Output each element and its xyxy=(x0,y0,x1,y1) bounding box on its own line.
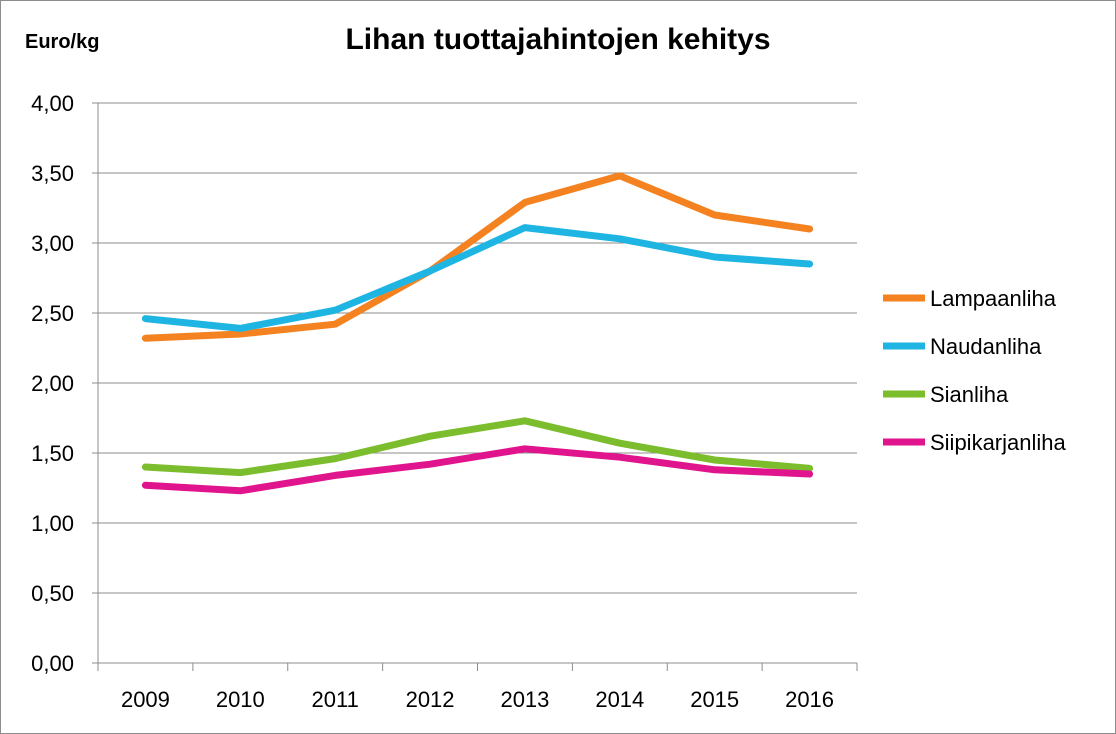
legend-label: Sianliha xyxy=(930,382,1009,407)
x-tick-label: 2011 xyxy=(312,687,359,712)
y-tick-label: 0,50 xyxy=(31,581,74,606)
chart-title: Lihan tuottajahintojen kehitys xyxy=(1,23,1115,57)
x-tick-label: 2013 xyxy=(500,687,549,712)
legend-label: Naudanliha xyxy=(930,334,1042,359)
x-tick-label: 2015 xyxy=(690,687,739,712)
y-tick-label: 2,50 xyxy=(31,301,74,326)
series-line xyxy=(141,417,814,477)
y-tick-label: 2,00 xyxy=(31,371,74,396)
x-tick-label: 2016 xyxy=(785,687,834,712)
x-tick-label: 2012 xyxy=(406,687,455,712)
y-tick-label: 0,00 xyxy=(31,651,74,676)
legend-label: Lampaanliha xyxy=(930,286,1057,311)
y-tick-label: 3,00 xyxy=(31,231,74,256)
y-tick-label: 1,00 xyxy=(31,511,74,536)
legend-label: Siipikarjanliha xyxy=(930,430,1067,455)
y-tick-label: 1,50 xyxy=(31,441,74,466)
x-tick-label: 2009 xyxy=(121,687,170,712)
series-line xyxy=(141,445,814,495)
y-tick-label: 3,50 xyxy=(31,161,74,186)
chart-title-text: Lihan tuottajahintojen kehitys xyxy=(345,23,771,56)
y-tick-label: 4,00 xyxy=(31,91,74,116)
x-tick-label: 2010 xyxy=(216,687,265,712)
series-line xyxy=(141,172,814,342)
series-line xyxy=(141,224,814,332)
x-tick-label: 2014 xyxy=(595,687,644,712)
y-axis-unit-label: Euro/kg xyxy=(25,31,100,53)
